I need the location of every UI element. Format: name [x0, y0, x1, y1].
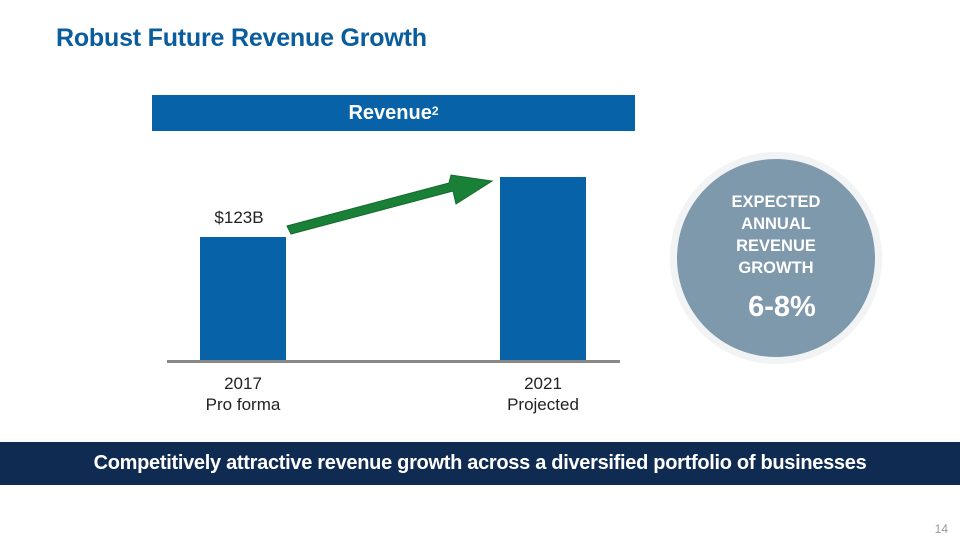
callout-label: EXPECTED ANNUAL REVENUE GROWTH: [677, 191, 875, 279]
callout-label-line: ANNUAL: [741, 215, 811, 233]
revenue-chart: $123B 2017 Pro forma 2021 Projected: [167, 174, 620, 414]
x-tick-label: Pro forma: [206, 395, 281, 414]
callout-value: 6-8%: [748, 291, 816, 323]
x-tick-label: Projected: [507, 395, 579, 414]
slide-title: Robust Future Revenue Growth: [56, 24, 427, 52]
chart-header: Revenue 2: [152, 95, 635, 131]
growth-arrow: [286, 174, 494, 235]
bar-2017: [200, 237, 286, 360]
callout-label-line: EXPECTED: [731, 193, 821, 211]
page-number: 14: [934, 522, 948, 536]
callout-label-line: REVENUE: [736, 237, 816, 255]
growth-callout: EXPECTED ANNUAL REVENUE GROWTH 6-8%: [677, 159, 875, 357]
bar-2021: [500, 177, 586, 360]
banner-text: Competitively attractive revenue growth …: [93, 452, 867, 474]
footnote-marker: 2: [431, 104, 439, 118]
growth-arrow-shape: [286, 174, 494, 235]
x-tick-label: 2021: [524, 374, 562, 393]
chart-header-label: Revenue: [348, 101, 432, 124]
data-label: $123B: [214, 208, 263, 227]
summary-banner: Competitively attractive revenue growth …: [0, 442, 960, 485]
callout-label-line: GROWTH: [738, 259, 814, 277]
x-tick-label: 2017: [224, 374, 262, 393]
